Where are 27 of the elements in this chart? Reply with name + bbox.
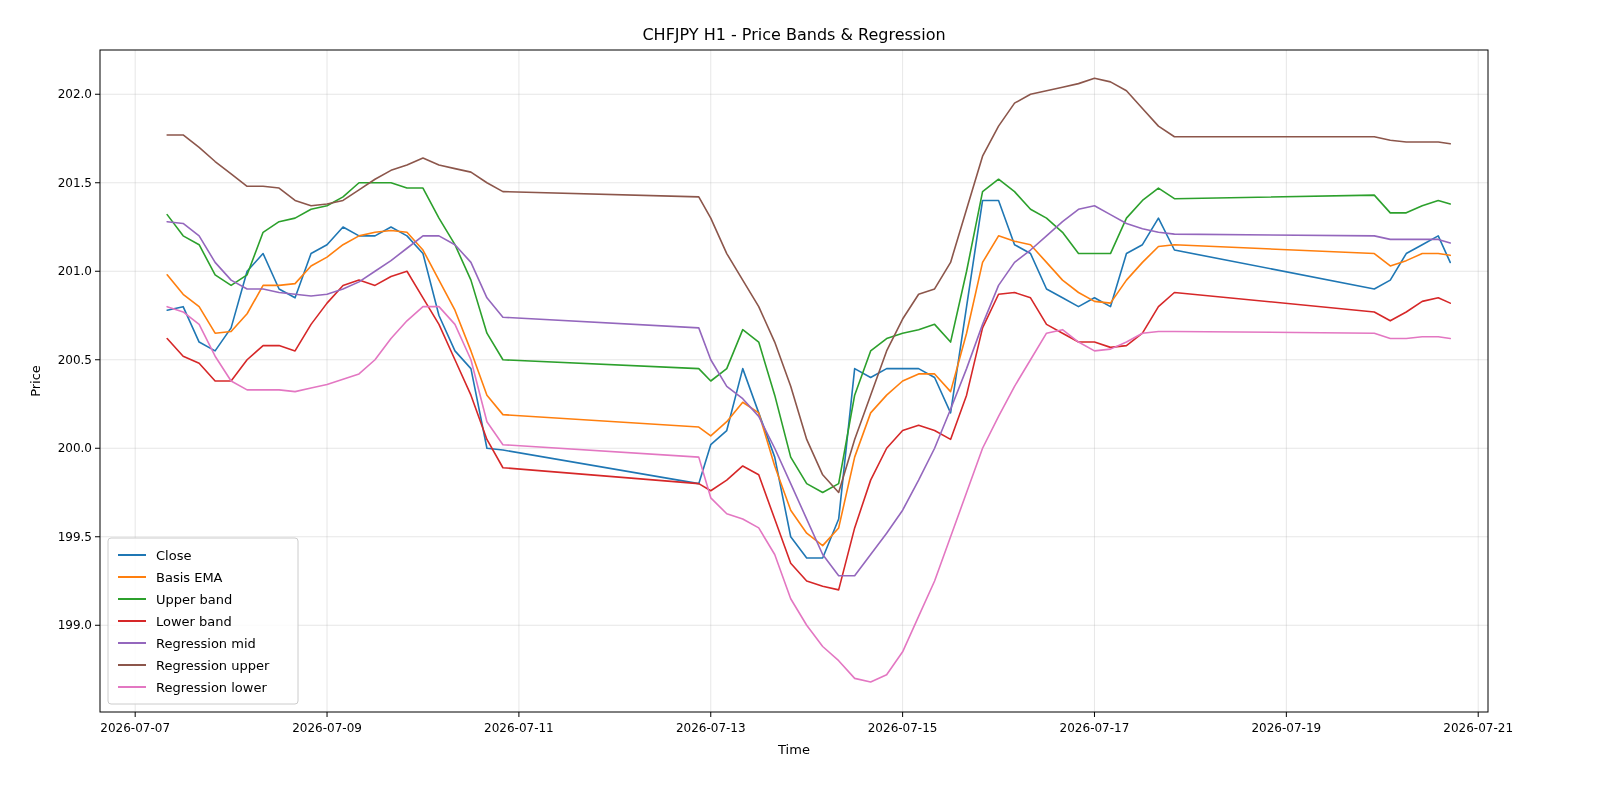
line-series	[166, 178, 1452, 494]
line-series	[166, 77, 1452, 494]
legend-label: Lower band	[156, 614, 232, 629]
x-tick-label: 2026-07-13	[675, 721, 746, 735]
legend-label: Close	[156, 548, 192, 563]
legend-label: Basis EMA	[156, 570, 223, 585]
x-tick-label: 2026-07-11	[484, 721, 554, 735]
y-tick-label: 199.5	[57, 529, 92, 544]
y-tick-label: 199.0	[57, 618, 92, 633]
y-tick-label: 200.5	[57, 352, 92, 367]
legend-label: Regression mid	[156, 636, 256, 651]
x-tick-label: 2026-07-21	[1443, 721, 1514, 735]
x-axis-title: Time	[777, 742, 810, 757]
x-tick-label: 2026-07-15	[867, 721, 938, 735]
legend-label: Regression upper	[156, 658, 270, 673]
chart-title: CHFJPY H1 - Price Bands & Regression	[642, 25, 946, 44]
y-axis-title: Price	[28, 365, 43, 397]
x-tick-label: 2026-07-09	[292, 721, 362, 735]
x-tick-label: 2026-07-17	[1059, 721, 1130, 735]
legend-label: Upper band	[156, 592, 233, 607]
y-tick-label: 201.0	[57, 264, 92, 279]
y-tick-label: 202.0	[57, 87, 92, 102]
x-tick-label: 2026-07-19	[1251, 721, 1322, 735]
x-tick-label: 2026-07-07	[100, 721, 171, 735]
legend-label: Regression lower	[156, 680, 268, 695]
y-tick-label: 201.5	[57, 175, 92, 190]
y-tick-label: 200.0	[57, 441, 92, 456]
